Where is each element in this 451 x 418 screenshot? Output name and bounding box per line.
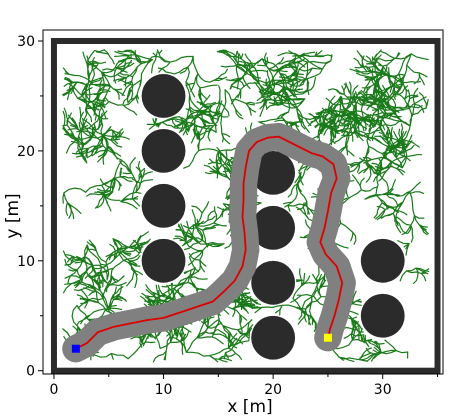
- y-axis-label: y [m]: [3, 193, 23, 238]
- axes-frame: [42, 29, 444, 375]
- start-marker: [71, 344, 80, 353]
- obstacle-6: [251, 205, 296, 250]
- obstacle-5: [251, 150, 296, 195]
- planned-path: [75, 135, 344, 350]
- path-line: [75, 135, 344, 350]
- x-tick-label-4: 30: [374, 382, 392, 398]
- goal-marker: [323, 333, 332, 342]
- x-tick-label-2: 10: [155, 382, 173, 398]
- obstacle-10: [360, 293, 405, 338]
- tick-group: 0 10 20 30 0 10 20 30: [17, 34, 439, 398]
- y-tick-label-2: 10: [17, 254, 35, 270]
- obstacle-group: [141, 74, 405, 360]
- obstacle-1: [141, 74, 186, 118]
- x-tick-label-3: 20: [264, 382, 282, 398]
- axes: [42, 29, 444, 375]
- y-tick-label-1: 0: [26, 364, 35, 380]
- obstacle-2: [141, 128, 186, 173]
- obstacle-3: [141, 183, 186, 228]
- obstacle-7: [251, 260, 296, 305]
- x-tick-label-1: 0: [49, 382, 58, 398]
- y-tick-label-3: 20: [17, 144, 35, 160]
- obstacle-8: [251, 315, 296, 360]
- boundary-wall: [50, 37, 441, 374]
- x-axis-label: x [m]: [227, 397, 272, 417]
- obstacle-4: [141, 238, 186, 283]
- obstacle-9: [360, 238, 405, 283]
- y-tick-label-4: 30: [17, 34, 35, 50]
- markers: [71, 333, 332, 353]
- boundary-walls: [50, 37, 441, 374]
